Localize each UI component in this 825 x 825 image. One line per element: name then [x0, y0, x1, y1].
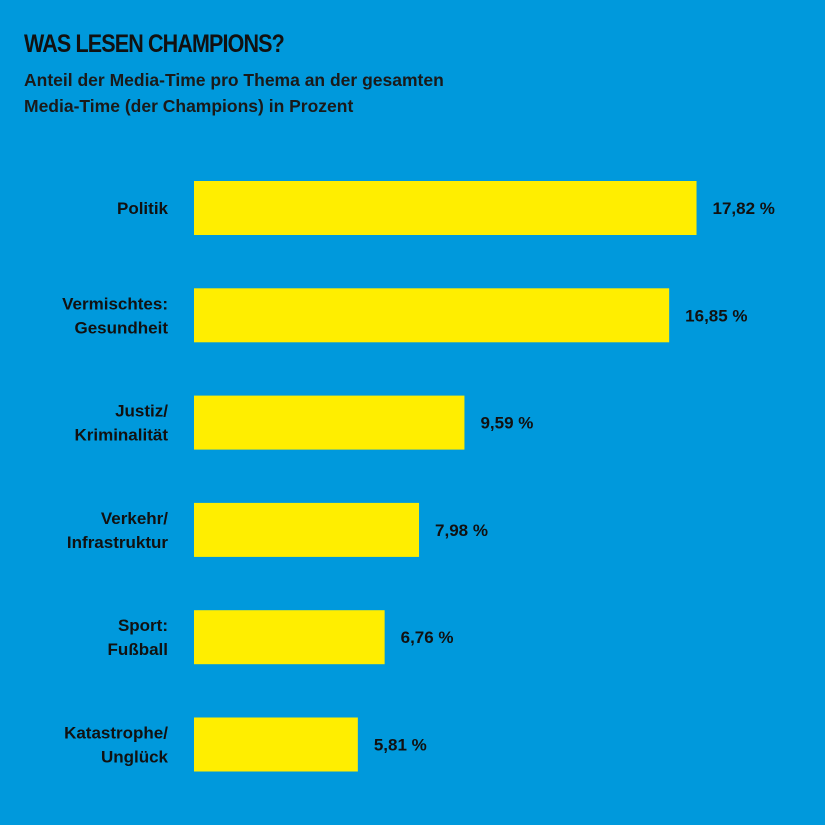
category-label-line: Vermischtes:	[62, 294, 168, 313]
category-label: Politik	[117, 199, 169, 218]
category-label-line: Justiz/	[115, 402, 168, 421]
bar	[194, 181, 697, 235]
chart-subtitle: Anteil der Media-Time pro Thema an der g…	[24, 67, 624, 119]
category-label-line: Kriminalität	[74, 426, 168, 445]
bar-value-label: 16,85 %	[685, 306, 747, 325]
category-label: Vermischtes: Gesundheit	[62, 294, 168, 337]
bar-value-label: 5,81 %	[374, 736, 427, 755]
category-label: Katastrophe/Unglück	[64, 724, 168, 767]
category-label: Verkehr/Infrastruktur	[67, 509, 168, 552]
category-label-line: Unglück	[101, 748, 169, 767]
bar	[194, 395, 465, 450]
category-label-line: Katastrophe/	[64, 724, 168, 743]
bar	[194, 288, 670, 343]
subtitle-line-2: Media-Time (der Champions) in Prozent	[24, 96, 354, 116]
bar	[194, 717, 358, 772]
bar-value-label: 17,82 %	[713, 199, 775, 218]
category-label: Justiz/Kriminalität	[74, 402, 168, 445]
bar-value-label: 9,59 %	[480, 414, 533, 433]
category-label: Sport: Fußball	[108, 616, 168, 659]
bar-value-label: 7,98 %	[435, 521, 488, 540]
category-label-line: Verkehr/	[101, 509, 168, 528]
bar	[194, 610, 385, 665]
bar	[194, 502, 420, 557]
category-label-line: Infrastruktur	[67, 533, 168, 552]
subtitle-line-1: Anteil der Media-Time pro Thema an der g…	[24, 70, 444, 90]
category-label-line: Sport:	[118, 616, 168, 635]
category-label-line: Politik	[117, 199, 169, 218]
category-label-line: Gesundheit	[74, 318, 168, 337]
category-label-line: Fußball	[108, 640, 168, 659]
bar-value-label: 6,76 %	[401, 628, 454, 647]
chart-title: WAS LESEN CHAMPIONS?	[24, 30, 285, 58]
